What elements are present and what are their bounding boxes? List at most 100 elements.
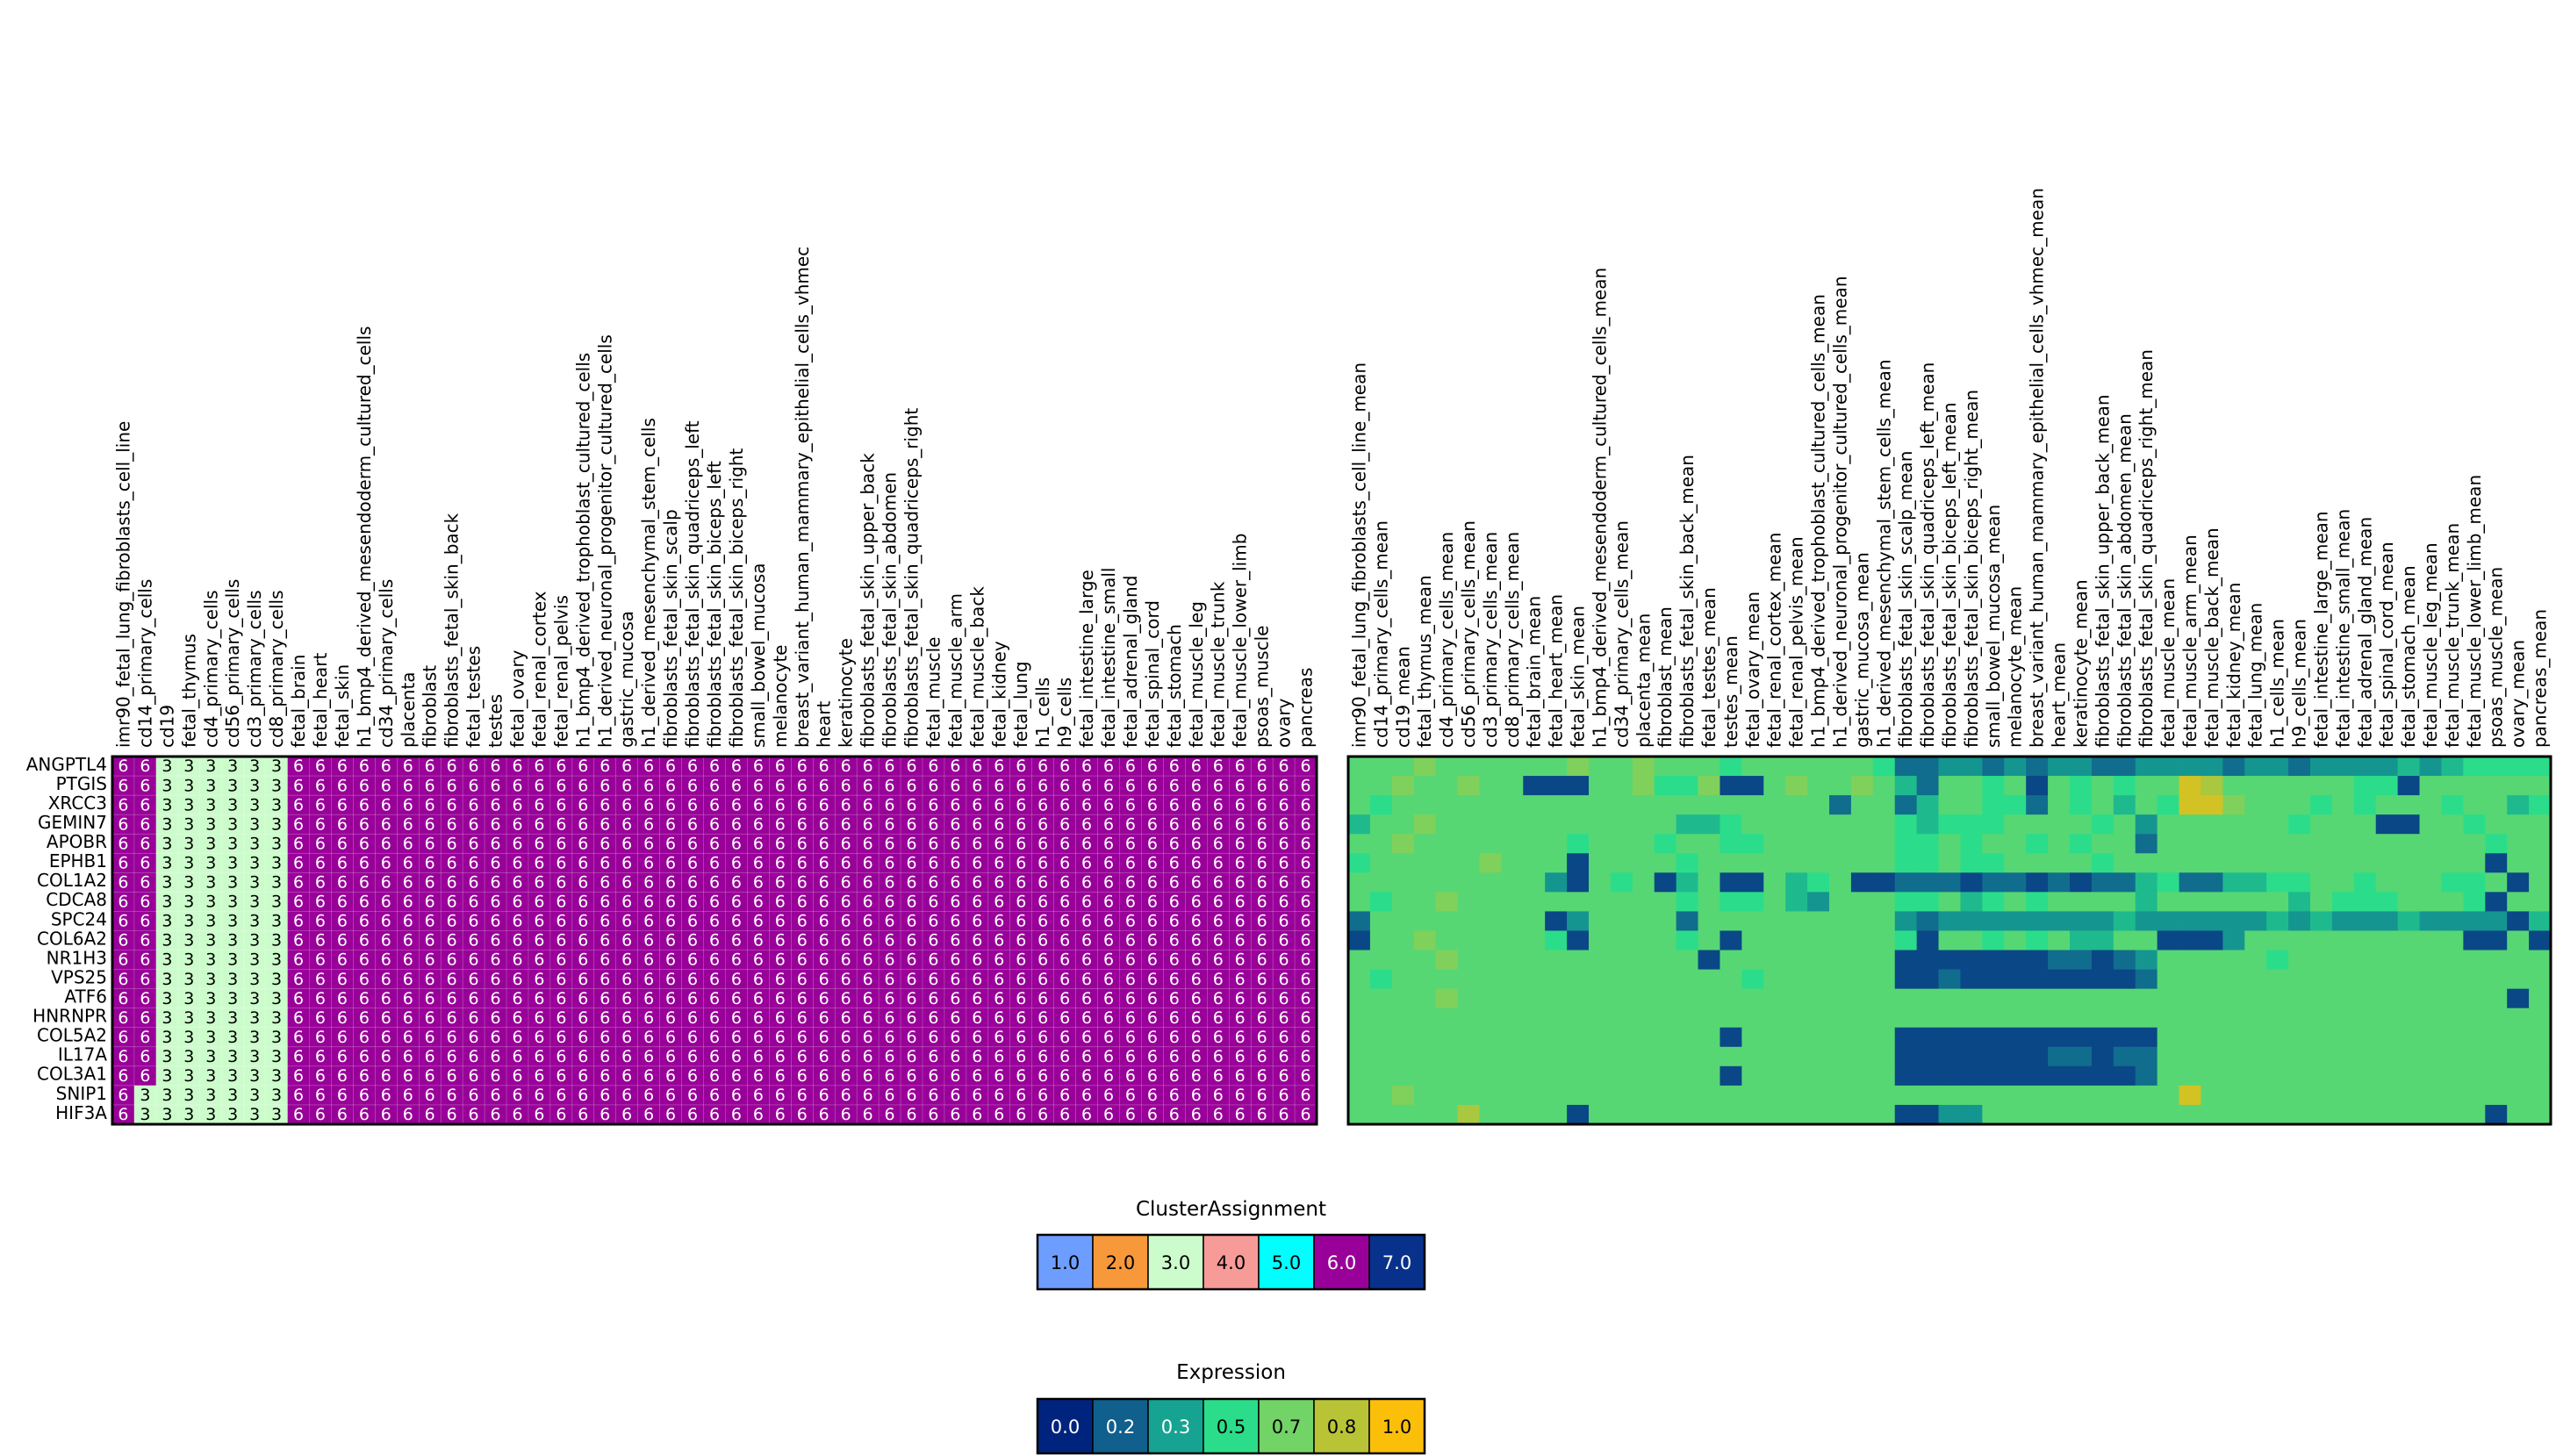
cluster-cell-label: 6 <box>600 970 610 989</box>
cluster-cell-label: 6 <box>885 970 895 989</box>
cluster-cell-label: 6 <box>687 853 698 872</box>
expression-cell <box>2375 930 2399 950</box>
cluster-cell-label: 6 <box>556 931 566 950</box>
expression-cell <box>2288 776 2311 796</box>
cluster-cell-label: 6 <box>315 912 326 931</box>
expression-cell <box>2026 776 2049 796</box>
expression-cell <box>1369 950 1393 970</box>
expression-cell <box>1850 911 1874 931</box>
cluster-cell-label: 6 <box>1147 834 1158 853</box>
cluster-cell-label: 6 <box>403 795 413 814</box>
expression-cell <box>2070 795 2093 815</box>
expression-cell <box>1457 853 1480 873</box>
expression-cell <box>1369 1085 1393 1106</box>
expression-cell <box>2222 834 2245 854</box>
expression-cell <box>2441 930 2464 950</box>
cluster-cell-label: 6 <box>731 1047 742 1066</box>
cluster-cell-label: 3 <box>205 1028 216 1047</box>
legend-title: Expression <box>1176 1361 1286 1384</box>
expression-cell <box>2529 969 2552 990</box>
expression-cell <box>2288 872 2311 893</box>
cluster-cell-label: 6 <box>753 912 764 931</box>
cluster-cell-label: 6 <box>118 1086 128 1105</box>
cluster-cell-label: 6 <box>1147 795 1158 814</box>
expression-cell <box>1938 757 1961 777</box>
cluster-cell-label: 6 <box>906 1008 916 1028</box>
cluster-cell-label: 6 <box>512 795 522 814</box>
cluster-cell-label: 6 <box>885 795 895 814</box>
cluster-cell-label: 3 <box>183 970 194 989</box>
cluster-cell-label: 6 <box>1213 893 1224 912</box>
expression-cell <box>2222 911 2245 931</box>
expression-cell <box>1960 757 1983 777</box>
expression-cell <box>2070 814 2093 835</box>
expression-cell <box>2113 795 2136 815</box>
column-label: fetal_stomach <box>1164 624 1185 748</box>
expression-cell <box>2397 853 2420 873</box>
expression-cell <box>1894 795 1918 815</box>
expression-cell <box>1523 1008 1546 1029</box>
cluster-cell-label: 3 <box>162 989 172 1008</box>
expression-cell <box>1391 1008 1415 1029</box>
expression-cell <box>1479 930 1502 950</box>
cluster-cell-label: 6 <box>578 1086 588 1105</box>
cluster-cell-label: 6 <box>797 950 808 970</box>
expression-cell <box>2048 1085 2071 1106</box>
expression-cell <box>1850 1046 1874 1067</box>
cluster-cell-label: 3 <box>227 757 238 776</box>
cluster-cell-label: 6 <box>118 989 128 1008</box>
cluster-cell-label: 6 <box>490 912 500 931</box>
expression-cell <box>1523 892 1546 912</box>
expression-cell <box>1982 795 2005 815</box>
expression-cell <box>2113 776 2136 796</box>
cluster-cell-label: 6 <box>1169 893 1180 912</box>
cluster-cell-label: 6 <box>906 776 916 795</box>
expression-heatmap <box>1348 757 2552 1125</box>
cluster-cell-label: 6 <box>1257 834 1267 853</box>
expression-cell <box>1720 911 1742 931</box>
cluster-cell-label: 6 <box>469 1105 479 1124</box>
expression-cell <box>1676 930 1698 950</box>
expression-cell <box>2441 1027 2464 1048</box>
expression-cell <box>2353 795 2377 815</box>
expression-cell <box>2222 1027 2245 1048</box>
cluster-cell-label: 6 <box>643 1008 654 1028</box>
expression-cell <box>1391 969 1415 990</box>
expression-cell <box>2004 969 2027 990</box>
cluster-cell-label: 6 <box>1125 989 1136 1008</box>
column-label: fetal_adrenal_gland_mean <box>2354 517 2375 748</box>
expression-cell <box>1435 757 1458 777</box>
cluster-cell-label: 6 <box>1147 1028 1158 1047</box>
cluster-cell-label: 6 <box>381 950 391 970</box>
expression-cell <box>2441 853 2464 873</box>
expression-cell <box>1369 911 1393 931</box>
expression-cell <box>1872 892 1896 912</box>
expression-cell <box>1567 795 1590 815</box>
cluster-cell-label: 6 <box>1235 873 1246 893</box>
cluster-cell-label: 3 <box>271 1008 282 1028</box>
cluster-cell-label: 3 <box>227 814 238 834</box>
cluster-cell-label: 6 <box>687 776 698 795</box>
cluster-cell-label: 3 <box>162 970 172 989</box>
expression-cell <box>2375 814 2399 835</box>
cluster-cell-label: 6 <box>928 950 938 970</box>
expression-cell <box>1479 1104 1502 1125</box>
expression-cell <box>2135 1065 2158 1087</box>
expression-cell <box>1916 1046 1939 1067</box>
cluster-cell-label: 6 <box>490 776 500 795</box>
expression-cell <box>2441 872 2464 893</box>
expression-cell <box>1785 911 1808 931</box>
expression-cell <box>2244 892 2267 912</box>
cluster-cell-label: 6 <box>403 893 413 912</box>
expression-cell <box>1391 853 1415 873</box>
row-label: SNIP1 <box>56 1083 107 1104</box>
cluster-cell-label: 6 <box>687 834 698 853</box>
expression-cell <box>2441 757 2464 777</box>
expression-cell <box>2266 988 2289 1009</box>
cluster-cell-label: 6 <box>1037 893 1048 912</box>
cluster-cell-label: 6 <box>140 834 150 853</box>
expression-cell <box>1676 911 1698 931</box>
expression-cell <box>2331 814 2355 835</box>
expression-cell <box>1348 1104 1371 1125</box>
